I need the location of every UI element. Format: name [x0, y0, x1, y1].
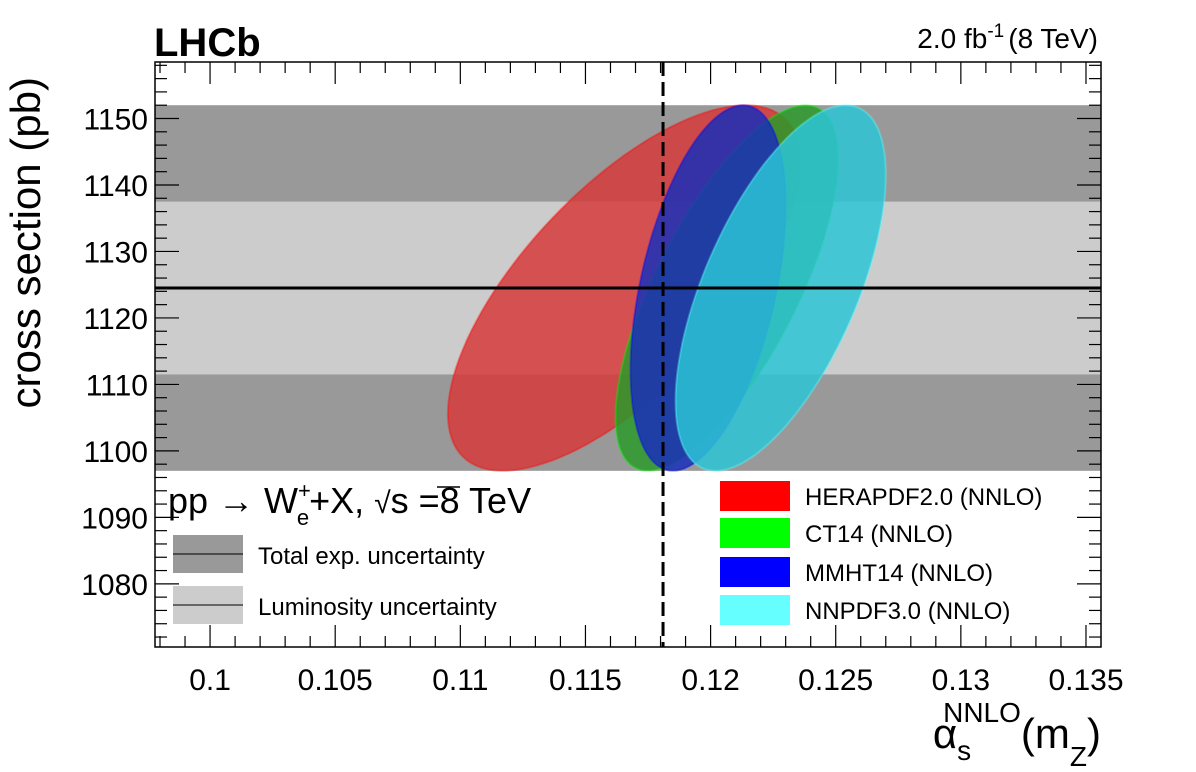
x-tick-label: 0.115 [549, 664, 622, 697]
y-tick-label: 1080 [81, 569, 148, 602]
axis-tick-labels: 0.1 0.105 0.11 0.115 0.12 0.125 0.13 0.135 1080 1… [81, 104, 1123, 697]
x-axis-label: αsNNLO(mZ) [933, 697, 1101, 772]
x-tick-label: 0.12 [681, 664, 739, 697]
axis-ticks [155, 62, 1101, 647]
legend-label-herapdf: HERAPDF2.0 (NNLO) [805, 484, 1042, 511]
plot-frame [154, 61, 1102, 648]
experiment-label: LHCb [154, 21, 261, 65]
legend-label-mmht14: MMHT14 (NNLO) [805, 560, 993, 587]
band-legend: Total exp. uncertainty Luminosity uncert… [173, 535, 497, 624]
y-tick-label: 1140 [83, 170, 148, 203]
process-label: pp → W+ e+X, √s =8 TeV [168, 478, 531, 530]
y-tick-label: 1090 [81, 502, 148, 535]
x-tick-label: 0.1 [189, 664, 231, 697]
x-tick-label: 0.105 [298, 664, 373, 697]
y-axis-label: cross section (pb) [2, 77, 49, 408]
legend-label-total: Total exp. uncertainty [258, 543, 485, 570]
y-tick-label: 1100 [83, 436, 148, 469]
svg-text:pp → W+e+X, √s =8 TeV: pp → W+ e+X, √s =8 TeV [168, 478, 531, 530]
y-tick-label: 1110 [86, 369, 148, 402]
y-tick-label: 1150 [83, 104, 148, 137]
x-tick-label: 0.125 [798, 664, 873, 697]
y-tick-label: 1130 [83, 236, 148, 269]
legend-swatch-nnpdf [720, 595, 790, 625]
luminosity-label: 2.0 fb-1 (8 TeV) [917, 21, 1098, 54]
legend-label-lumi: Luminosity uncertainty [258, 594, 497, 621]
x-tick-label: 0.11 [432, 664, 488, 697]
legend-label-ct14: CT14 (NNLO) [805, 521, 953, 548]
legend-swatch-ct14 [720, 518, 790, 548]
legend-swatch-herapdf [720, 481, 790, 511]
legend-label-nnpdf: NNPDF3.0 (NNLO) [805, 598, 1010, 625]
pdf-legend: HERAPDF2.0 (NNLO) CT14 (NNLO) MMHT14 (NN… [720, 481, 1042, 625]
x-tick-label: 0.13 [932, 664, 990, 697]
legend-swatch-mmht14 [720, 557, 790, 587]
y-tick-label: 1120 [83, 303, 148, 336]
x-tick-label: 0.135 [1048, 664, 1123, 697]
